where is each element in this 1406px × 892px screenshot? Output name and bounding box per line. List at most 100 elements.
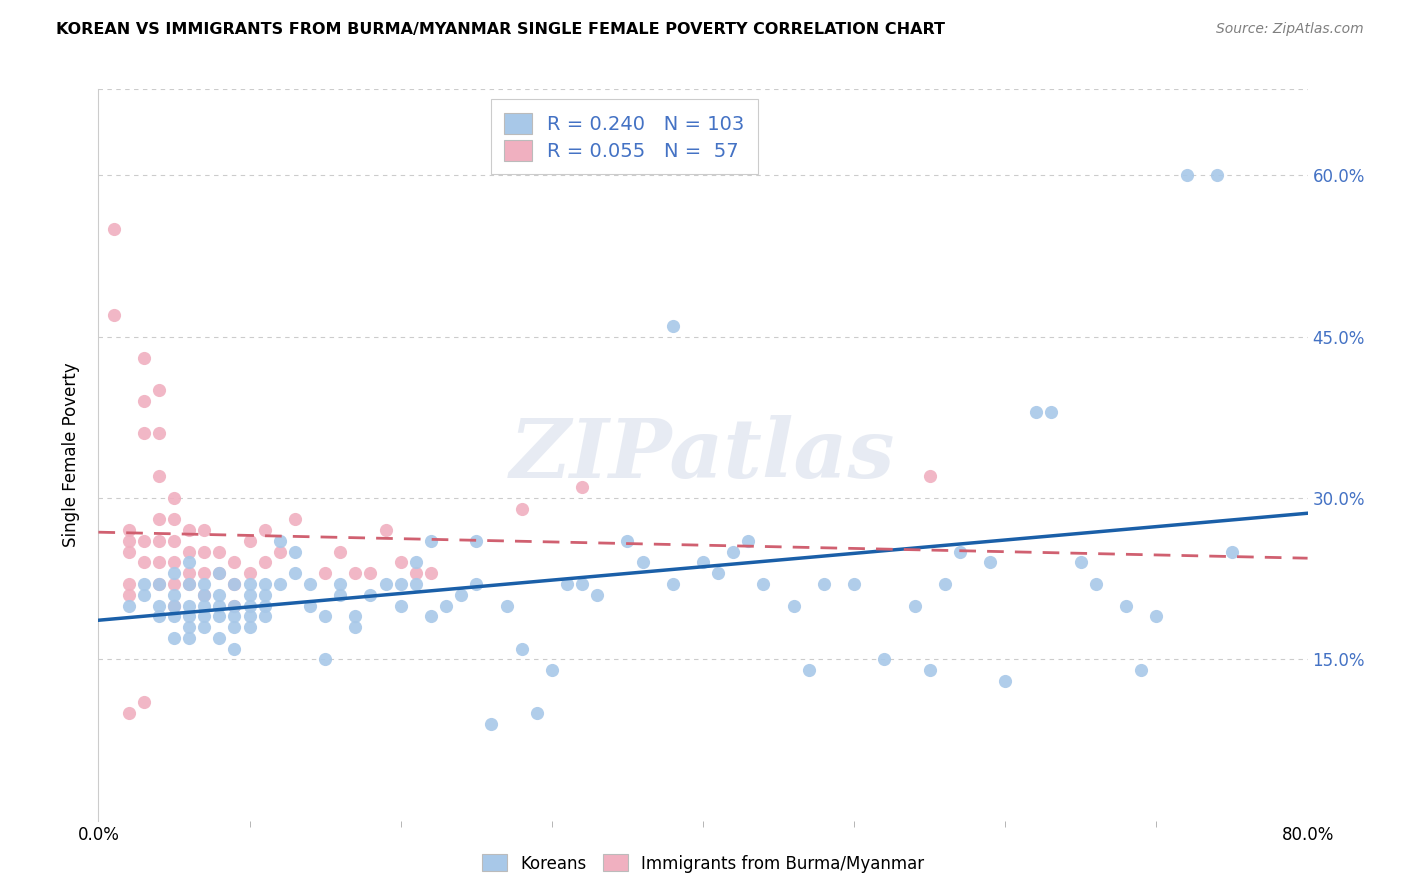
Point: [481, 716, 503, 731]
Point: [405, 577, 427, 591]
Point: [239, 566, 262, 581]
Point: [450, 588, 472, 602]
Text: KOREAN VS IMMIGRANTS FROM BURMA/MYANMAR SINGLE FEMALE POVERTY CORRELATION CHART: KOREAN VS IMMIGRANTS FROM BURMA/MYANMAR …: [56, 22, 945, 37]
Point: [132, 533, 155, 548]
Point: [783, 599, 806, 613]
Point: [193, 566, 215, 581]
Point: [434, 599, 457, 613]
Point: [148, 577, 170, 591]
Point: [239, 533, 262, 548]
Point: [918, 663, 941, 677]
Point: [420, 609, 443, 624]
Point: [510, 501, 533, 516]
Point: [163, 588, 186, 602]
Point: [179, 631, 201, 645]
Point: [179, 566, 201, 581]
Point: [344, 566, 367, 581]
Point: [389, 599, 412, 613]
Point: [193, 620, 215, 634]
Point: [239, 620, 262, 634]
Point: [193, 523, 215, 537]
Point: [571, 480, 593, 494]
Point: [148, 599, 170, 613]
Point: [631, 556, 654, 570]
Point: [179, 577, 201, 591]
Point: [360, 566, 382, 581]
Point: [405, 556, 427, 570]
Point: [118, 545, 141, 559]
Point: [752, 577, 775, 591]
Legend: R = 0.240   N = 103, R = 0.055   N =  57: R = 0.240 N = 103, R = 0.055 N = 57: [491, 99, 758, 174]
Point: [360, 588, 382, 602]
Point: [1039, 405, 1062, 419]
Point: [163, 631, 186, 645]
Point: [208, 545, 231, 559]
Point: [389, 577, 412, 591]
Point: [208, 588, 231, 602]
Point: [224, 641, 246, 656]
Point: [148, 609, 170, 624]
Point: [707, 566, 730, 581]
Point: [269, 533, 291, 548]
Point: [616, 533, 638, 548]
Point: [118, 588, 141, 602]
Point: [994, 673, 1017, 688]
Point: [692, 556, 714, 570]
Point: [193, 599, 215, 613]
Point: [586, 588, 609, 602]
Point: [1115, 599, 1137, 613]
Point: [179, 620, 201, 634]
Point: [389, 556, 412, 570]
Point: [661, 577, 683, 591]
Point: [179, 577, 201, 591]
Point: [299, 599, 322, 613]
Point: [193, 588, 215, 602]
Point: [132, 588, 155, 602]
Point: [163, 599, 186, 613]
Point: [269, 577, 291, 591]
Point: [571, 577, 593, 591]
Point: [949, 545, 972, 559]
Point: [224, 577, 246, 591]
Point: [163, 556, 186, 570]
Point: [314, 609, 336, 624]
Point: [934, 577, 956, 591]
Point: [132, 577, 155, 591]
Point: [405, 566, 427, 581]
Point: [239, 588, 262, 602]
Point: [239, 577, 262, 591]
Point: [163, 533, 186, 548]
Point: [299, 577, 322, 591]
Point: [510, 641, 533, 656]
Point: [132, 351, 155, 365]
Point: [723, 545, 745, 559]
Point: [737, 533, 759, 548]
Point: [224, 599, 246, 613]
Point: [179, 599, 201, 613]
Point: [239, 609, 262, 624]
Point: [132, 426, 155, 441]
Point: [1130, 663, 1153, 677]
Point: [526, 706, 548, 720]
Point: [148, 384, 170, 398]
Point: [132, 695, 155, 709]
Point: [163, 609, 186, 624]
Point: [1070, 556, 1092, 570]
Point: [193, 588, 215, 602]
Point: [208, 631, 231, 645]
Point: [103, 308, 125, 322]
Point: [163, 512, 186, 526]
Point: [269, 545, 291, 559]
Point: [224, 609, 246, 624]
Point: [208, 609, 231, 624]
Point: [253, 523, 276, 537]
Point: [224, 620, 246, 634]
Point: [918, 469, 941, 483]
Point: [208, 599, 231, 613]
Point: [163, 577, 186, 591]
Point: [329, 577, 352, 591]
Point: [873, 652, 896, 666]
Point: [163, 599, 186, 613]
Point: [132, 394, 155, 409]
Point: [284, 566, 307, 581]
